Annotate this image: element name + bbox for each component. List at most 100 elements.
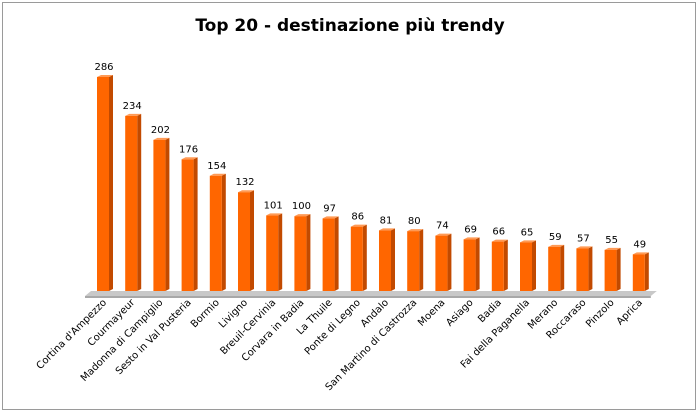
bar xyxy=(632,252,649,291)
bar-top xyxy=(632,252,649,255)
category-label: Pinzolo xyxy=(584,297,617,330)
bar-top xyxy=(407,229,424,232)
bar-front xyxy=(520,242,532,291)
bar-front xyxy=(548,246,561,291)
bar-top xyxy=(294,214,311,217)
bar-front xyxy=(491,241,504,291)
bar-side xyxy=(137,113,142,291)
bar xyxy=(266,213,283,291)
bar-front xyxy=(322,218,335,291)
bar-front xyxy=(604,249,617,291)
bar-side xyxy=(165,137,170,291)
bar-top xyxy=(266,213,283,216)
value-label: 69 xyxy=(464,224,477,235)
bar-side xyxy=(306,214,311,291)
bar-front xyxy=(266,215,279,291)
bar-front xyxy=(181,159,194,291)
bar-top xyxy=(153,137,170,140)
bar xyxy=(350,224,367,291)
bar xyxy=(294,214,311,291)
category-label: Moena xyxy=(416,297,447,328)
value-label: 234 xyxy=(123,101,142,112)
bar-top xyxy=(463,237,480,240)
bar xyxy=(238,190,254,291)
bar-side xyxy=(560,244,565,291)
bar-front xyxy=(379,230,391,291)
value-label: 286 xyxy=(94,62,113,73)
value-label: 80 xyxy=(408,216,421,227)
bar-side xyxy=(419,229,424,291)
bar xyxy=(463,237,480,291)
value-label: 49 xyxy=(633,239,646,250)
bar-side xyxy=(644,252,649,291)
value-label: 59 xyxy=(549,232,562,243)
bar-side xyxy=(362,224,367,291)
bar-front xyxy=(435,235,448,291)
bar-top xyxy=(97,75,113,77)
chart-frame xyxy=(2,2,696,410)
bar-front xyxy=(632,254,645,291)
bar-front xyxy=(407,231,420,291)
value-label: 202 xyxy=(151,125,170,136)
category-label: Asiago xyxy=(444,297,475,328)
value-label: 97 xyxy=(323,203,336,214)
bar-top xyxy=(520,240,536,243)
bar-front xyxy=(294,216,307,291)
bar-front xyxy=(576,248,589,291)
chart-title: Top 20 - destinazione più trendy xyxy=(195,16,505,36)
bar xyxy=(604,247,621,291)
value-label: 132 xyxy=(235,177,254,188)
bar-front xyxy=(238,192,250,291)
value-label: 101 xyxy=(264,200,283,211)
bar xyxy=(209,173,226,291)
value-label: 57 xyxy=(577,233,590,244)
value-label: 65 xyxy=(521,227,534,238)
bar-side xyxy=(109,75,113,291)
value-label: 81 xyxy=(380,215,393,226)
bar xyxy=(379,228,395,291)
bar xyxy=(125,113,142,291)
bar-side xyxy=(503,239,508,291)
bar xyxy=(520,240,536,291)
bar-top xyxy=(350,224,367,227)
bar-top xyxy=(576,246,593,249)
value-label: 154 xyxy=(207,161,226,172)
bar-side xyxy=(391,228,395,291)
bar xyxy=(322,216,339,291)
category-label: Bormio xyxy=(189,297,222,330)
bar-side xyxy=(532,240,536,291)
bar-side xyxy=(588,246,593,291)
bar xyxy=(181,157,198,291)
bar-top xyxy=(435,233,452,236)
chart-floor xyxy=(85,291,657,298)
bar-top xyxy=(604,247,621,250)
bar-front xyxy=(153,139,166,291)
bar xyxy=(153,137,170,291)
chart-floor-edge xyxy=(85,296,651,298)
value-label: 74 xyxy=(436,221,449,232)
bar-top xyxy=(379,228,395,231)
bar-side xyxy=(447,233,452,291)
bar xyxy=(97,75,113,291)
bar-side xyxy=(334,216,339,291)
bar-front xyxy=(209,175,222,291)
chart-floor-top xyxy=(85,291,657,296)
bar-side xyxy=(616,247,621,291)
bar-top xyxy=(491,239,508,242)
bar-front xyxy=(97,77,109,291)
bar-top xyxy=(238,190,254,193)
bar-side xyxy=(278,213,283,291)
bar xyxy=(407,229,424,291)
bar-front xyxy=(350,226,363,291)
value-label: 55 xyxy=(605,235,618,246)
bar xyxy=(576,246,593,291)
value-label: 86 xyxy=(351,212,364,223)
bar xyxy=(548,244,565,291)
bar-top xyxy=(548,244,565,247)
bar-top xyxy=(181,157,198,160)
value-label: 66 xyxy=(492,227,505,238)
bar-side xyxy=(221,173,226,291)
bar-top xyxy=(322,216,339,219)
